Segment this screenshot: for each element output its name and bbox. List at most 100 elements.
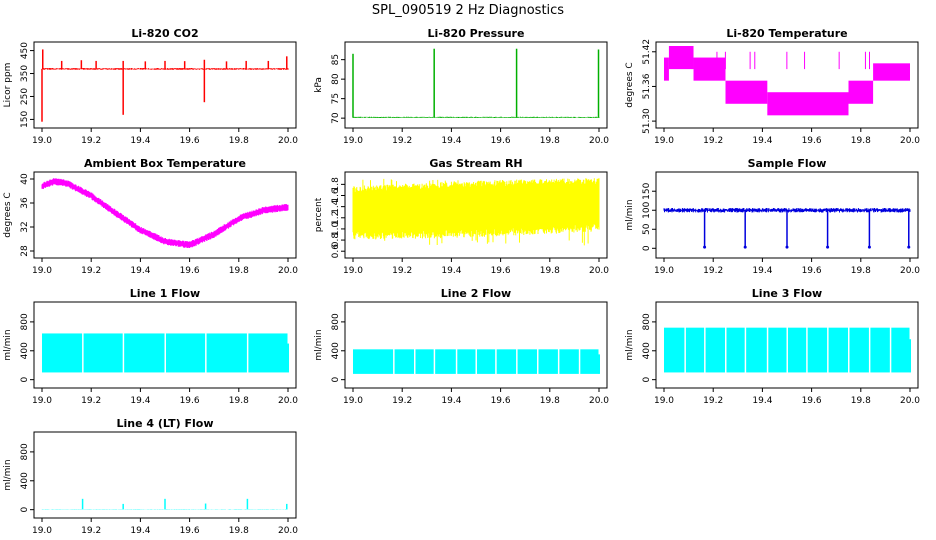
x-tick-label: 19.0: [654, 266, 674, 276]
chart-title: Li-820 CO2: [131, 27, 198, 40]
x-tick-label: 19.0: [343, 136, 363, 146]
y-tick-label: 800: [20, 313, 30, 330]
y-tick-label: 32: [20, 221, 30, 232]
y-axis-label: degrees C: [625, 62, 635, 107]
y-tick-label: 0.6: [331, 244, 341, 259]
y-axis-label: ml/min: [625, 199, 635, 230]
flow-band: [476, 349, 496, 374]
flow-band: [248, 333, 288, 373]
flow-band: [768, 327, 787, 373]
x-tick-label: 20.0: [278, 266, 298, 276]
x-tick-label: 19.6: [802, 136, 822, 146]
chart-title: Line 3 Flow: [752, 287, 822, 300]
y-tick-label: 1.2: [331, 211, 341, 225]
y-tick-label: 400: [20, 342, 30, 359]
y-axis-label: ml/min: [3, 459, 13, 490]
y-tick-label: 400: [331, 342, 341, 359]
x-tick-label: 19.8: [229, 266, 249, 276]
y-tick-label: 250: [20, 88, 30, 105]
x-tick-label: 19.2: [392, 396, 412, 406]
series: [41, 178, 289, 248]
x-tick-label: 19.4: [130, 266, 150, 276]
x-tick-label: 19.8: [851, 396, 871, 406]
flow-band: [664, 327, 685, 373]
chart-panels: Li-820 CO2 Licor ppm 19.0 19.2 19.4 19.6 19.8 2…: [3, 27, 920, 536]
step-band: [873, 63, 910, 81]
y-tick-label: 0: [642, 377, 652, 383]
plot-box: [33, 431, 297, 519]
figure-title: SPL_090519 2 Hz Diagnostics: [372, 3, 564, 18]
x-tick-label: 19.6: [180, 266, 200, 276]
x-tick-label: 20.0: [589, 396, 609, 406]
chart-panel: Ambient Box Temperature degrees C 19.0 19.2…: [3, 157, 298, 276]
x-tick-label: 19.6: [491, 396, 511, 406]
x-tick-label: 19.4: [441, 266, 461, 276]
dip-point: [785, 245, 789, 249]
y-tick-label: 1.8: [331, 177, 341, 192]
x-tick-label: 19.4: [752, 396, 772, 406]
x-tick-label: 19.2: [392, 266, 412, 276]
flow-band: [891, 327, 910, 373]
flow-band: [726, 327, 745, 373]
y-tick-label: 51.30: [642, 108, 652, 134]
x-tick-label: 20.0: [900, 136, 920, 146]
chart-panel: Line 2 Flow ml/min 19.0 19.2 19.4 19.6 19.8 20.…: [314, 287, 609, 406]
y-tick-label: 350: [20, 65, 30, 82]
y-tick-label: 800: [642, 313, 652, 330]
y-tick-label: 400: [642, 342, 652, 359]
x-tick-label: 20.0: [278, 396, 298, 406]
x-tick-label: 20.0: [589, 136, 609, 146]
y-tick-label: 85: [331, 54, 341, 65]
x-tick-label: 19.2: [81, 396, 101, 406]
dip-point: [907, 245, 911, 249]
x-tick-label: 19.8: [229, 396, 249, 406]
x-tick-label: 19.8: [229, 526, 249, 536]
x-tick-label: 19.0: [343, 266, 363, 276]
y-tick-label: 0: [642, 245, 652, 251]
series: [664, 327, 911, 373]
series: [664, 46, 910, 116]
flow-band: [394, 349, 415, 374]
y-tick-label: 0: [331, 377, 341, 383]
step-band: [668, 46, 694, 70]
x-tick-label: 19.8: [229, 136, 249, 146]
dip-point: [826, 245, 830, 249]
flow-band: [457, 349, 476, 374]
y-axis-label: kPa: [314, 77, 324, 93]
plot-box: [33, 301, 297, 389]
x-tick-label: 19.2: [703, 396, 723, 406]
y-tick-label: 40: [20, 173, 30, 185]
plot-box: [33, 41, 297, 129]
chart-panel: Line 1 Flow ml/min 19.0 19.2 19.4 19.6 19.8 20.…: [3, 287, 298, 406]
x-tick-label: 19.0: [32, 396, 52, 406]
x-tick-label: 19.0: [654, 396, 674, 406]
y-tick-label: 100: [642, 201, 652, 218]
flow-band: [206, 333, 247, 373]
dip-point: [743, 245, 747, 249]
y-tick-label: 1.6: [331, 188, 341, 203]
series: [352, 48, 600, 118]
flow-band: [705, 327, 726, 373]
flow-band: [849, 327, 869, 373]
x-tick-label: 19.8: [851, 136, 871, 146]
chart-panel: Sample Flow ml/min 19.0 19.2 19.4 19.6 19.8 20.…: [625, 157, 920, 276]
x-tick-label: 19.4: [441, 136, 461, 146]
chart-title: Line 2 Flow: [441, 287, 511, 300]
flow-band: [538, 349, 558, 374]
flow-band: [787, 327, 807, 373]
y-tick-label: 450: [20, 42, 30, 59]
dip-point: [867, 245, 871, 249]
y-axis-label: ml/min: [625, 329, 635, 360]
flow-band: [807, 327, 828, 373]
chart-title: Gas Stream RH: [429, 157, 522, 170]
y-axis-label: degrees C: [3, 192, 13, 237]
x-tick-label: 19.0: [654, 136, 674, 146]
plot-box: [344, 301, 608, 389]
y-tick-label: 28: [20, 245, 30, 257]
plot-box: [344, 171, 608, 259]
chart-panel: Li-820 Temperature degrees C 19.0 19.2 19.4 1…: [625, 27, 920, 146]
y-tick-label: 80: [331, 73, 341, 85]
step-band: [664, 57, 669, 81]
series: [663, 208, 911, 249]
step-band: [767, 92, 849, 116]
